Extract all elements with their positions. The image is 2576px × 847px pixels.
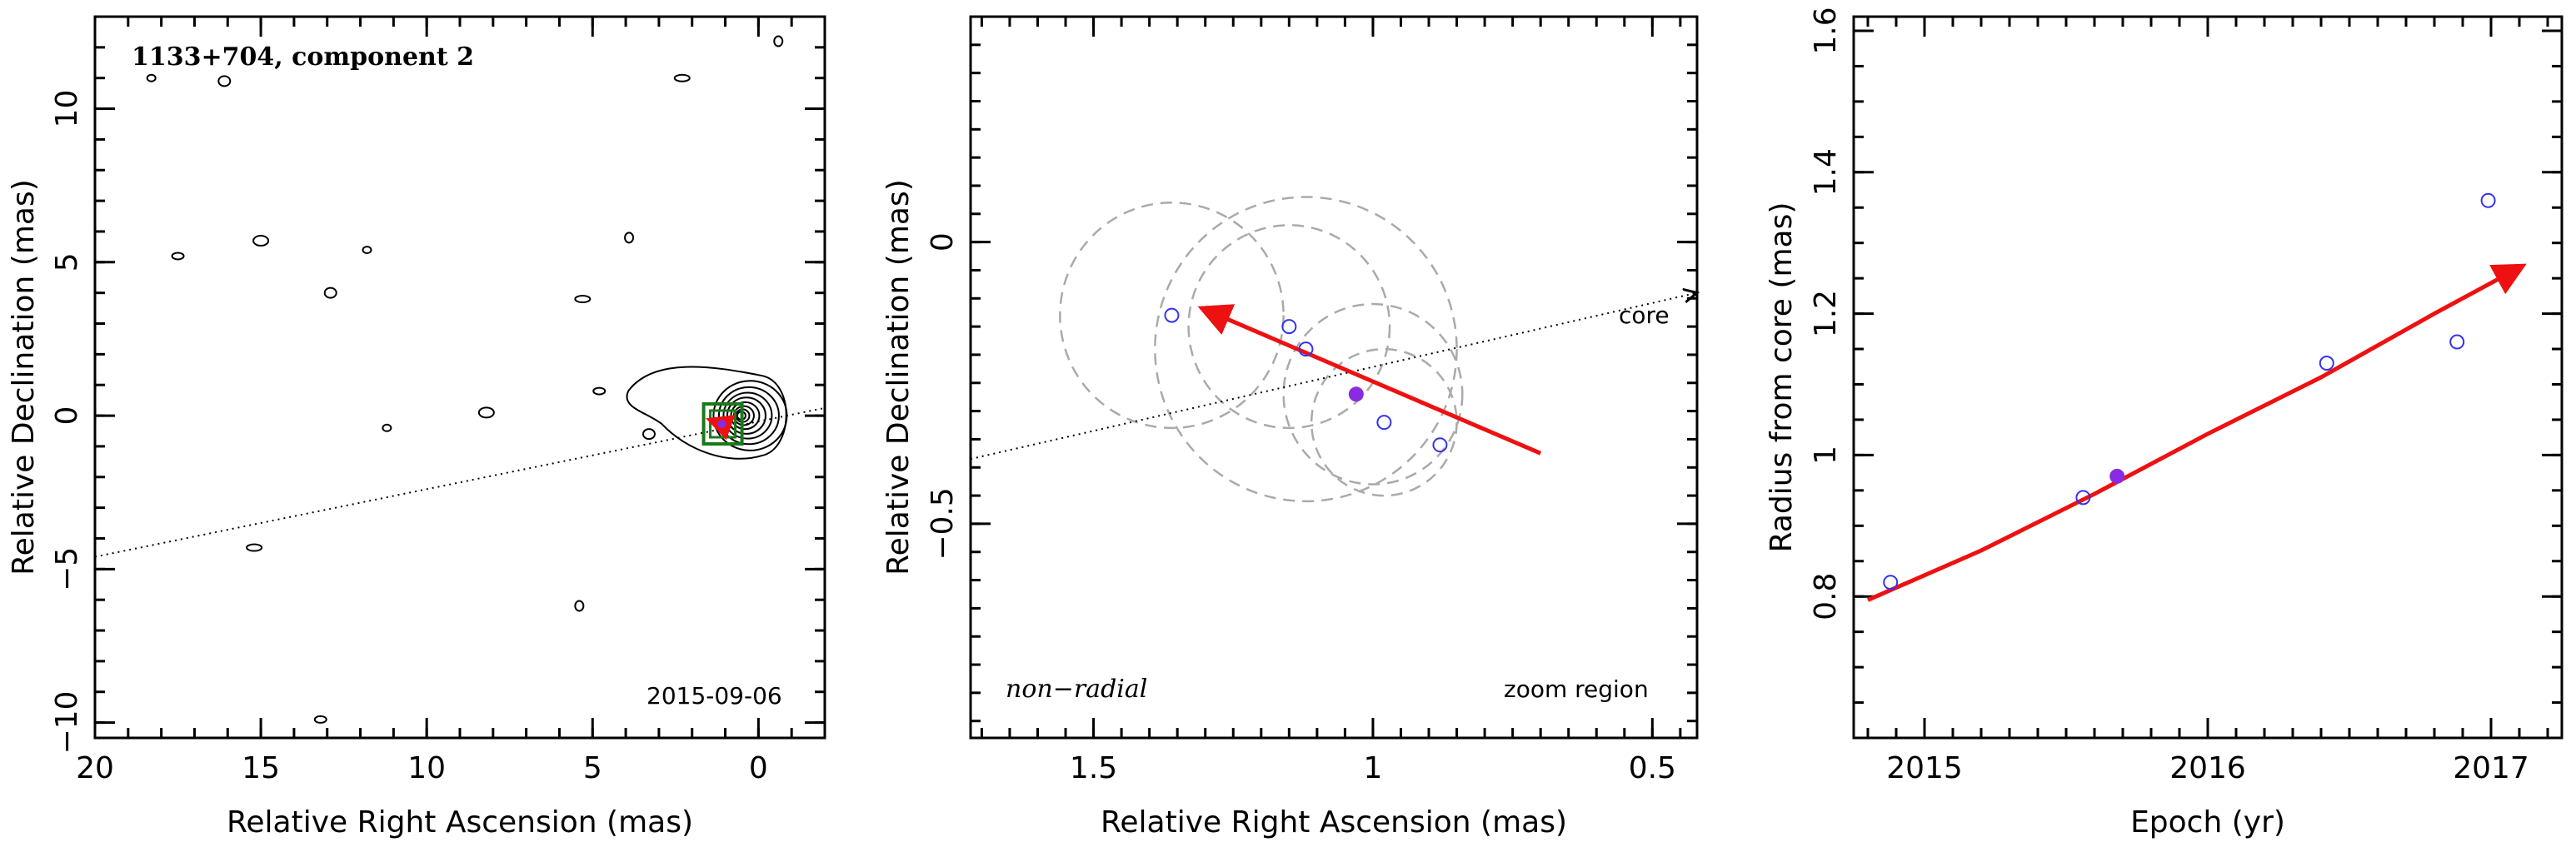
x-tick-label: 0 [749, 751, 768, 785]
x-tick-label: 0.5 [1629, 751, 1676, 785]
noise-contour [382, 423, 392, 432]
y-tick-label: 0 [926, 232, 960, 252]
x-tick-label: 2015 [1886, 751, 1963, 785]
panel-middle: 1.5 1 0.5 0 −0.5 non−radial zoom region core… [881, 15, 1699, 840]
panel-right: 2015 2016 2017 0.8 1 1.2 1.4 1.6 Epoch (yr) Rad… [1765, 7, 2564, 840]
left-plot-frame [93, 15, 826, 740]
radius-point [2480, 192, 2496, 208]
x-tick-label: 1.5 [1070, 751, 1117, 785]
y-tick-label: 5 [50, 252, 84, 272]
y-tick-label: −10 [50, 691, 84, 755]
noise-contour [323, 286, 337, 299]
left-marks [94, 402, 826, 558]
core-label: core [1619, 301, 1670, 329]
error-circle [1059, 202, 1285, 430]
x-tick-label: 10 [407, 751, 446, 785]
right-marks [1866, 192, 2527, 602]
x-tick-label: 15 [242, 751, 280, 785]
left-noise-contours [146, 35, 784, 724]
noise-contour [362, 246, 372, 255]
right-y-axis-label: Radius from core (mas) [1765, 202, 1799, 553]
noise-contour [252, 235, 270, 247]
x-tick-label: 1 [1364, 751, 1383, 785]
middle-error-circles [1059, 196, 1464, 503]
x-tick-label: 20 [76, 751, 114, 785]
error-circle [1187, 224, 1391, 430]
radius-point [2449, 334, 2465, 350]
middle-marks [970, 293, 1697, 461]
reference-point [2109, 468, 2125, 484]
middle-y-axis-label: Relative Declination (mas) [881, 179, 916, 575]
position-point [1298, 341, 1314, 357]
x-tick-label: 2017 [2453, 751, 2529, 785]
motion-arrow [1197, 304, 1542, 456]
noise-contour [673, 73, 691, 82]
error-circle [1310, 347, 1458, 497]
noise-contour [477, 406, 495, 419]
middle-x-axis-label: Relative Right Ascension (mas) [1101, 805, 1567, 840]
component-point [717, 420, 726, 429]
y-tick-label: 10 [50, 90, 84, 128]
core-direction-line [970, 293, 1697, 461]
noise-contour [313, 715, 327, 724]
radius-point [2319, 356, 2334, 371]
position-point [1281, 319, 1297, 335]
noise-contour [146, 73, 157, 82]
y-tick-label: 0.8 [1809, 573, 1843, 620]
noise-contour [574, 600, 585, 612]
noise-contour [592, 386, 607, 396]
zoom-box [701, 402, 744, 446]
core-direction-line [94, 406, 826, 558]
left-x-axis-label: Relative Right Ascension (mas) [227, 805, 693, 840]
reference-point [1348, 386, 1364, 402]
zoom-region-label: zoom region [1504, 675, 1649, 703]
radius-point [2075, 490, 2091, 506]
error-circle [1282, 302, 1464, 486]
y-tick-label: −0.5 [926, 487, 960, 560]
noise-contour [624, 232, 635, 244]
non-radial-label: non−radial [1006, 675, 1147, 704]
radius-point [1883, 575, 1899, 590]
fit-curve [1866, 263, 2527, 602]
noise-contour [574, 295, 592, 304]
y-tick-label: 1.6 [1809, 7, 1843, 54]
y-tick-label: 1 [1809, 446, 1843, 465]
position-point [1164, 307, 1180, 323]
x-tick-label: 5 [583, 751, 602, 785]
left-y-axis-label: Relative Declination (mas) [7, 179, 41, 575]
error-circle [1154, 196, 1458, 503]
noise-contour [642, 428, 656, 441]
right-x-axis-label: Epoch (yr) [2130, 805, 2285, 840]
position-point [1432, 437, 1448, 453]
y-tick-label: 1.2 [1809, 290, 1843, 337]
noise-contour [246, 543, 263, 552]
right-plot-frame [1852, 15, 2564, 740]
y-tick-label: 1.4 [1809, 148, 1843, 196]
y-tick-label: −5 [50, 547, 84, 591]
position-point [1376, 415, 1392, 431]
y-tick-label: 0 [50, 406, 84, 426]
outer-jet-contour [626, 366, 787, 460]
middle-plot-frame [969, 15, 1699, 740]
noise-contour [217, 75, 232, 87]
x-tick-label: 2016 [2169, 751, 2246, 785]
middle-ticks: 1.5 1 0.5 0 −0.5 [926, 15, 1697, 785]
noise-contour [171, 252, 185, 261]
right-ticks: 2015 2016 2017 0.8 1 1.2 1.4 1.6 [1809, 7, 2562, 785]
left-panel-title: 1133+704, component 2 [132, 42, 474, 72]
left-date-label: 2015-09-06 [646, 682, 782, 710]
left-ticks: 20 15 10 5 0 −10 −5 0 5 10 [50, 15, 826, 785]
noise-contour [773, 35, 784, 47]
